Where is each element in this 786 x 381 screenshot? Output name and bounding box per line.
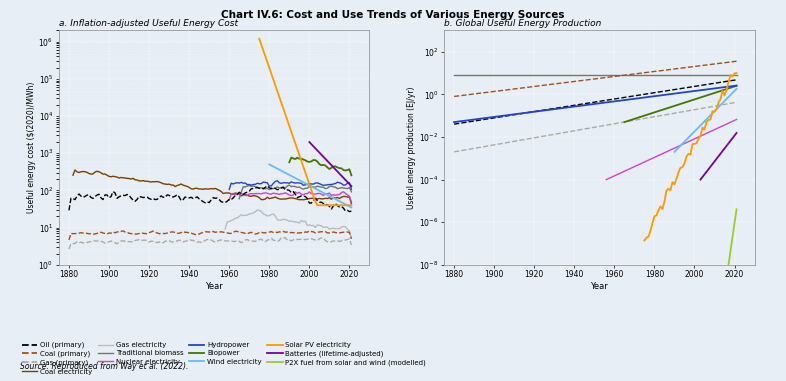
Text: a. Inflation-adjusted Useful Energy Cost: a. Inflation-adjusted Useful Energy Cost: [59, 19, 238, 28]
Y-axis label: Useful energy production (EJ/yr): Useful energy production (EJ/yr): [407, 86, 417, 209]
Text: Source: Reproduced from Way et al. (2022).: Source: Reproduced from Way et al. (2022…: [20, 362, 188, 371]
Legend: Oil (primary), Coal (primary), Gas (primary), Coal electricity, Gas electricity,: Oil (primary), Coal (primary), Gas (prim…: [19, 339, 429, 378]
Text: Chart IV.6: Cost and Use Trends of Various Energy Sources: Chart IV.6: Cost and Use Trends of Vario…: [221, 10, 565, 19]
X-axis label: Year: Year: [590, 282, 608, 291]
Text: b. Global Useful Energy Production: b. Global Useful Energy Production: [444, 19, 601, 28]
X-axis label: Year: Year: [205, 282, 223, 291]
Y-axis label: Useful energy cost ($(2020)/MWh): Useful energy cost ($(2020)/MWh): [27, 82, 35, 213]
